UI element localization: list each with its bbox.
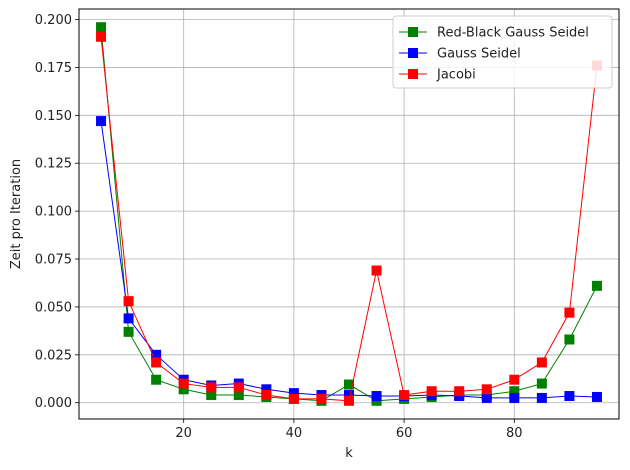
data-point (151, 357, 162, 368)
data-point (288, 388, 299, 399)
data-point (371, 265, 382, 276)
data-point (261, 384, 272, 395)
data-point (399, 390, 410, 401)
data-point (481, 392, 492, 403)
data-point (233, 390, 244, 401)
data-point (96, 31, 107, 42)
data-point (178, 378, 189, 389)
data-point (123, 296, 134, 307)
data-point (536, 392, 547, 403)
data-point (509, 374, 520, 385)
data-point (123, 326, 134, 337)
y-axis-label: Zeit pro Iteration (9, 159, 24, 269)
legend-label: Red-Black Gauss Seidel (437, 26, 589, 41)
legend-marker (408, 27, 418, 37)
y-tick-label: 0.000 (35, 396, 72, 411)
data-point (123, 313, 134, 324)
x-tick-label: 20 (175, 426, 192, 441)
y-tick-label: 0.125 (35, 157, 72, 172)
data-point (96, 22, 107, 33)
data-point (261, 390, 272, 401)
data-point (536, 378, 547, 389)
y-tick-label: 0.200 (35, 13, 72, 28)
y-tick-label: 0.075 (35, 253, 72, 268)
legend-marker (408, 48, 418, 58)
data-point (344, 395, 354, 406)
y-tick-label: 0.050 (35, 300, 72, 315)
data-point (564, 307, 575, 318)
data-point (591, 391, 602, 402)
y-tick-label: 0.150 (35, 109, 72, 124)
data-point (316, 393, 327, 404)
legend-item: Red-Black Gauss Seidel (399, 26, 589, 41)
ticks: 20 40 60 80 0.000 0.025 0.050 0.075 0.100 0.125 0.… (35, 13, 523, 441)
legend-item: Jacobi (399, 68, 476, 83)
legend-label: Jacobi (436, 68, 476, 83)
data-point (564, 334, 575, 345)
data-point (288, 393, 299, 404)
data-point (178, 384, 189, 395)
legend-label: Gauss Seidel (437, 47, 521, 62)
data-point (151, 349, 162, 360)
data-point (371, 391, 382, 402)
data-point (509, 386, 520, 397)
legend-item: Gauss Seidel (399, 47, 521, 62)
data-point (344, 390, 354, 401)
y-tick-label: 0.175 (35, 61, 72, 76)
data-point (564, 391, 575, 402)
x-tick-label: 60 (396, 426, 413, 441)
data-point (206, 382, 217, 393)
x-axis-label: k (345, 446, 353, 461)
data-point (344, 379, 354, 390)
x-tick-label: 40 (286, 426, 303, 441)
legend: Red-Black Gauss Seidel Gauss Seidel Jacobi (392, 15, 613, 89)
data-point (591, 280, 602, 291)
data-point (426, 386, 437, 397)
data-point (536, 357, 547, 368)
data-point (454, 386, 465, 397)
data-point (151, 374, 162, 385)
data-point (509, 392, 520, 403)
data-point (233, 382, 244, 393)
plot-frame (78, 8, 620, 420)
y-tick-label: 0.025 (35, 348, 72, 363)
legend-marker (408, 69, 418, 79)
data-point (481, 384, 492, 395)
data-point (206, 390, 217, 401)
data-point (96, 116, 107, 127)
x-tick-label: 80 (506, 426, 523, 441)
legend-box (392, 15, 613, 89)
y-tick-label: 0.100 (35, 205, 72, 220)
